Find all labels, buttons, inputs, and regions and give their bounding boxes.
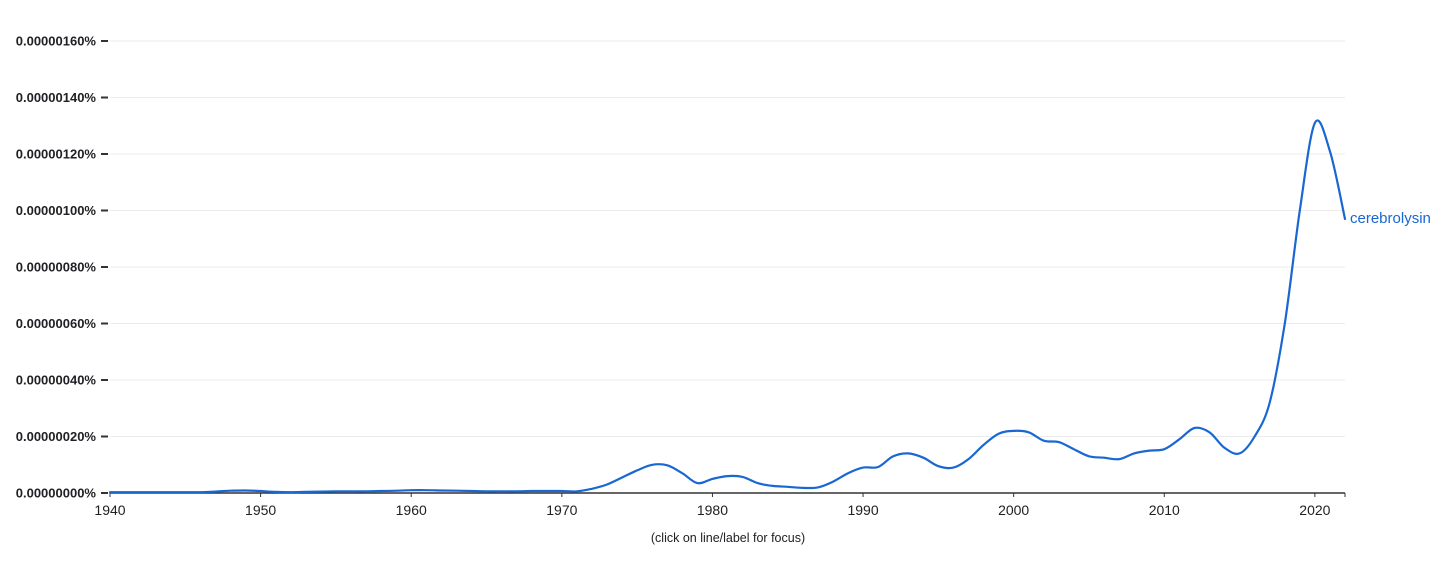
y-axis-label: 0.00000060% — [16, 316, 97, 331]
y-axis-label: 0.00000040% — [16, 373, 97, 388]
focus-hint-text: (click on line/label for focus) — [650, 531, 806, 545]
x-axis-label: 2000 — [998, 502, 1029, 518]
x-axis-label: 2020 — [1299, 502, 1330, 518]
y-axis-label: 0.00000020% — [16, 429, 97, 444]
x-axis-label: 1960 — [396, 502, 427, 518]
x-axis-label: 1970 — [546, 502, 577, 518]
y-axis-label: 0.00000000% — [16, 486, 97, 501]
y-axis-label: 0.00000120% — [16, 147, 97, 162]
y-axis-label: 0.00000160% — [16, 34, 97, 49]
x-axis-label: 1980 — [697, 502, 728, 518]
y-axis-label: 0.00000100% — [16, 203, 97, 218]
series-label-cerebrolysin[interactable]: cerebrolysin — [1350, 209, 1431, 227]
x-axis-label: 1940 — [94, 502, 125, 518]
x-axis-label: 2010 — [1149, 502, 1180, 518]
y-axis-label: 0.00000140% — [16, 90, 97, 105]
y-axis-label: 0.00000080% — [16, 260, 97, 275]
x-axis-label: 1990 — [847, 502, 878, 518]
x-axis-label: 1950 — [245, 502, 276, 518]
series-line-cerebrolysin[interactable] — [108, 119, 1347, 494]
